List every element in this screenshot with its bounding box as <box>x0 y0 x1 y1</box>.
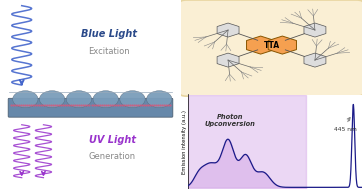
Polygon shape <box>304 23 326 37</box>
Polygon shape <box>217 23 239 37</box>
Ellipse shape <box>13 91 38 108</box>
Polygon shape <box>247 36 275 54</box>
Text: 445 nm: 445 nm <box>334 118 357 132</box>
Ellipse shape <box>39 91 65 108</box>
Text: Blue Light: Blue Light <box>81 29 136 39</box>
Text: UV Light: UV Light <box>89 135 136 145</box>
Ellipse shape <box>120 91 145 108</box>
Polygon shape <box>304 53 326 67</box>
Text: Photon
Upconversion: Photon Upconversion <box>205 114 255 127</box>
Polygon shape <box>268 36 296 54</box>
Polygon shape <box>217 53 239 67</box>
Y-axis label: Emission intensity (a.u.): Emission intensity (a.u.) <box>182 110 187 174</box>
Text: TTA: TTA <box>264 41 279 50</box>
Text: Excitation: Excitation <box>88 46 129 56</box>
Text: Generation: Generation <box>89 152 136 161</box>
FancyBboxPatch shape <box>179 0 362 96</box>
Ellipse shape <box>93 91 118 108</box>
Ellipse shape <box>147 91 172 108</box>
FancyBboxPatch shape <box>8 98 173 117</box>
Ellipse shape <box>66 91 92 108</box>
Bar <box>188 94 306 189</box>
